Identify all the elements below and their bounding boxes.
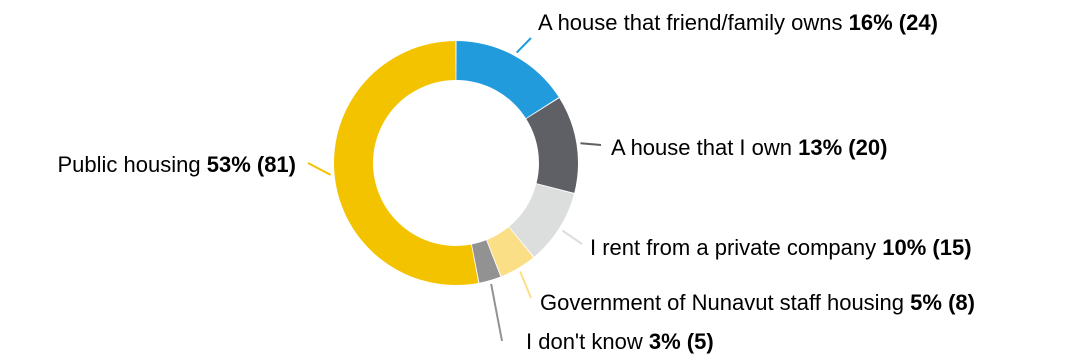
slice-private-rent xyxy=(509,183,575,257)
slice-label-staff-housing-name: Government of Nunavut staff housing xyxy=(540,290,904,315)
slice-label-public-housing-name: Public housing xyxy=(57,152,200,177)
leaders-group xyxy=(307,37,602,342)
leader-line-own xyxy=(580,142,602,146)
slice-label-own: A house that I own 13% (20) xyxy=(611,135,887,160)
leader-line-dont-know xyxy=(490,283,503,342)
slice-label-dont-know-value: 3% (5) xyxy=(649,329,714,354)
slice-label-own-name: A house that I own xyxy=(611,135,792,160)
leader-line-public-housing xyxy=(307,162,332,176)
slice-label-dont-know: I don't know 3% (5) xyxy=(526,329,714,354)
slice-label-staff-housing-value: 5% (8) xyxy=(910,290,975,315)
slice-label-dont-know-name: I don't know xyxy=(526,329,643,354)
slice-label-friend-family: A house that friend/family owns 16% (24) xyxy=(538,10,938,35)
slice-dont-know xyxy=(471,240,501,283)
slice-label-friend-family-name: A house that friend/family owns xyxy=(538,10,843,35)
leader-line-friend-family xyxy=(515,37,532,54)
slice-own xyxy=(526,98,578,193)
slice-label-public-housing: Public housing 53% (81) xyxy=(57,152,296,177)
slice-label-private-rent-value: 10% (15) xyxy=(882,235,971,260)
slice-staff-housing xyxy=(486,227,534,277)
slice-label-private-rent: I rent from a private company 10% (15) xyxy=(590,235,972,260)
leader-line-private-rent xyxy=(561,229,583,245)
slice-label-staff-housing: Government of Nunavut staff housing 5% (… xyxy=(540,290,975,315)
slices-group xyxy=(333,41,578,285)
slice-public-housing xyxy=(333,41,479,285)
leader-line-staff-housing xyxy=(519,271,532,299)
slice-friend-family xyxy=(456,41,559,119)
slice-label-private-rent-name: I rent from a private company xyxy=(590,235,876,260)
slice-label-public-housing-value: 53% (81) xyxy=(207,152,296,177)
slice-label-own-value: 13% (20) xyxy=(798,135,887,160)
slice-label-friend-family-value: 16% (24) xyxy=(849,10,938,35)
